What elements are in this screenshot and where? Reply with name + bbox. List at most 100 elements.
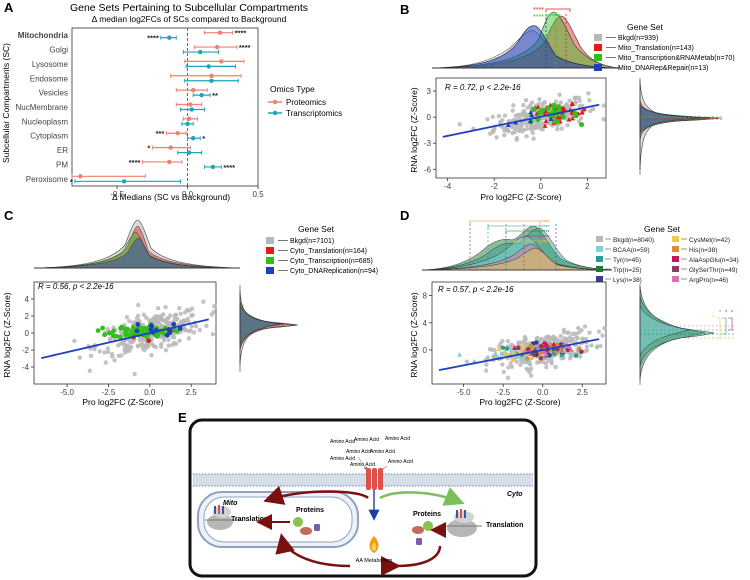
D-plot-bkgd-point — [596, 329, 602, 334]
B-plot-bkgd-point — [510, 117, 516, 123]
panel-d-legend-swatch — [596, 236, 603, 242]
B-plot-set-point — [534, 111, 540, 116]
panel-a-frame — [71, 27, 259, 187]
D-plot-set-point — [567, 344, 572, 349]
C-plot-bkgd-point — [152, 314, 158, 319]
D-plot-set-point — [579, 349, 584, 355]
D-plot-set-point — [511, 356, 517, 361]
D-plot-set-point — [529, 354, 535, 359]
C-plot-bkgd-point — [163, 304, 168, 310]
B-plot-set-point — [579, 109, 585, 115]
D-plot-set-point — [547, 352, 552, 358]
B-plot-set-point — [545, 105, 551, 111]
D-plot-xtick-label: 2.5 — [577, 388, 589, 397]
D-plot-bkgd-point — [570, 331, 575, 336]
panel-b: B **** **** Gene Set Bkgd(n=939) Mito_Tr… — [400, 2, 735, 202]
C-plot-set-point — [123, 330, 129, 336]
panel-a-category-label: Endosome — [30, 74, 69, 83]
C-plot-bkgd-point — [149, 353, 154, 358]
B-plot-ytick-label: -6 — [424, 165, 432, 174]
panel-a-point — [198, 49, 203, 55]
panel-d-legend-label: Lys(n=38) — [613, 277, 642, 284]
panel-d-legend-swatch — [596, 256, 603, 262]
panel-c-legend-2: Cyto_Transcription(n=685) — [290, 258, 373, 265]
C-plot-bkgd-point — [193, 324, 199, 329]
panel-b-xlabel: Pro log2FC (Z-Score) — [480, 192, 561, 202]
panel-a-sig-label: * — [70, 177, 73, 186]
B-plot-bkgd-point — [514, 137, 519, 142]
D-plot-bkgd-point — [518, 362, 523, 367]
C-plot-set-point — [118, 325, 124, 331]
D-plot-set-point — [517, 348, 523, 354]
C-plot-set-point — [111, 328, 116, 334]
B-plot-set-point — [560, 105, 566, 110]
C-plot-xtick-label: -5.0 — [60, 388, 74, 397]
C-plot-set-point — [154, 331, 160, 337]
mitochondrion: Mito Translation Proteins — [197, 491, 359, 548]
C-plot-bkgd-point — [102, 350, 107, 355]
C-plot-bkgd-point — [178, 319, 184, 325]
panel-a-sig-label: **** — [147, 34, 159, 43]
C-plot-bkgd-point — [189, 324, 194, 329]
C-plot-bkgd-point — [161, 312, 166, 317]
panel-a-point — [168, 145, 173, 150]
D-plot-xtick-label: -5.0 — [457, 388, 471, 397]
panel-a-sig-label: **** — [223, 163, 235, 172]
svg-text:*: * — [712, 314, 718, 317]
D-plot-bkgd-point — [561, 329, 567, 335]
D-plot-bkgd-point — [491, 354, 496, 359]
panel-a-title: Gene Sets Pertaining to Subcellular Comp… — [70, 2, 308, 14]
D-plot-bkgd-point — [544, 364, 549, 370]
D-plot-bkgd-point — [553, 364, 558, 370]
panel-d-stat: R = 0.57, p < 2.2e-16 — [438, 285, 514, 294]
panel-a-point — [121, 179, 127, 184]
aa-to-cyto-arrow — [379, 487, 465, 506]
panel-c-legend: Gene Set Bkgd(n=7101) Cyto_Translation(n… — [266, 224, 378, 275]
B-plot-xtick-label: -4 — [444, 182, 452, 191]
cyto-label: Cyto — [507, 491, 523, 498]
panel-b-right-density — [639, 78, 722, 175]
C-plot-bkgd-point — [186, 336, 192, 341]
panel-c-legend-3: Cyto_DNAReplication(n=94) — [290, 268, 378, 275]
panel-a-letter: A — [4, 0, 14, 15]
D-plot-bkgd-point — [509, 364, 515, 370]
panel-d-legend-swatch — [596, 276, 603, 282]
panel-c-legend-0: Bkgd(n=7101) — [290, 238, 334, 245]
panel-a-category-label: NucMembrane — [16, 103, 69, 112]
B-plot-set-point — [581, 106, 587, 112]
C-plot-set-point — [95, 328, 101, 334]
panel-d-letter: D — [400, 208, 409, 223]
B-plot-bkgd-point — [590, 106, 596, 112]
C-plot-bkgd-point — [156, 320, 162, 326]
panel-b-legend-title: Gene Set — [627, 22, 664, 32]
C-plot-ytick-label: -4 — [22, 363, 30, 372]
B-plot-bkgd-point — [577, 104, 582, 109]
B-plot-set-point — [542, 123, 548, 128]
C-plot-set-point — [110, 333, 116, 339]
B-plot-set-point — [570, 115, 576, 121]
C-plot-bkgd-point — [166, 343, 171, 348]
D-plot-bkgd-point — [584, 344, 590, 349]
panel-d-legend-label: CysMet(n=42) — [689, 237, 730, 244]
D-plot-xtick-label: -2.5 — [496, 388, 510, 397]
aa-metabolism-flame-icon — [369, 536, 379, 553]
C-plot-ytick-label: -2 — [22, 346, 30, 355]
B-plot-bkgd-point — [502, 113, 508, 118]
D-plot-set-point — [496, 346, 502, 352]
D-plot-xtick-label: 0.0 — [537, 388, 549, 397]
C-plot-bkgd-point — [107, 336, 113, 341]
panel-d-legend-items: Bkgd(n=8040) BCAA(n=59) Tyr(n=45) Trp(n=25)… — [596, 236, 739, 284]
panel-c-legend-title: Gene Set — [298, 224, 335, 234]
D-plot-bkgd-point — [505, 375, 511, 380]
D-plot-bkgd-point — [578, 354, 583, 359]
B-plot-set-point — [554, 119, 561, 125]
svg-text:Amino Acid: Amino Acid — [388, 459, 413, 465]
panel-d-legend-swatch — [672, 246, 679, 252]
panel-a-point — [217, 30, 223, 35]
panel-d-legend: Gene Set Bkgd(n=8040) BCAA(n=59) Tyr(n=45)… — [596, 224, 739, 284]
C-plot-set-point — [146, 338, 152, 344]
B-plot-bkgd-point — [542, 100, 548, 105]
D-plot-bkgd-point — [575, 336, 580, 341]
C-plot-bkgd-point — [87, 368, 93, 373]
D-plot-bkgd-point — [524, 366, 529, 372]
